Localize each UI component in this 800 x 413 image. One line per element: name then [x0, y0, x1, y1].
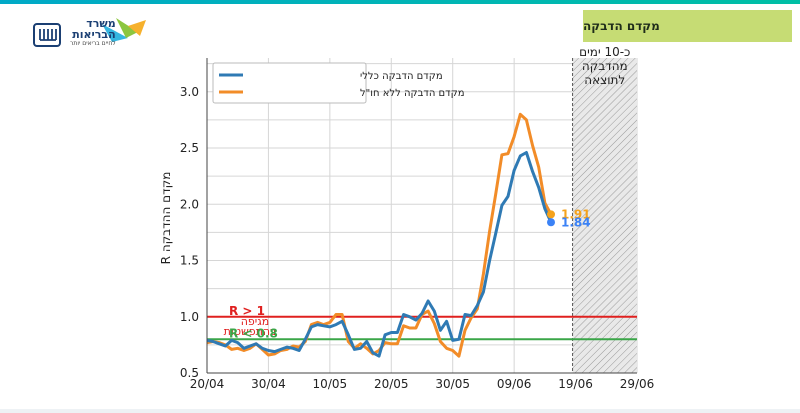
x-tick-label: 30/05 — [435, 377, 470, 391]
ministry-logo — [30, 14, 150, 54]
x-tick-label: 30/04 — [251, 377, 286, 391]
reference-line-sublabel: בהתפשטות — [224, 325, 277, 338]
series-endpoint — [547, 210, 555, 219]
logo-line-1: משרד — [86, 17, 116, 30]
bird-logo-icon — [102, 18, 146, 42]
reference-line-sublabel: מגיפה — [241, 315, 270, 328]
tick-labels: 20/04 30/04 10/05 20/05 30/05 09/06 19/06 29/06… — [180, 85, 654, 391]
y-axis-label: R מקדם ההדבקה — [159, 172, 173, 265]
y-tick-label: 3.0 — [180, 85, 199, 99]
y-tick-label: 1.0 — [180, 310, 199, 324]
logo-line-2: הבריאות — [72, 28, 116, 41]
bottom-rule — [0, 409, 800, 413]
endpoint-label: 1.84 — [561, 215, 591, 229]
series-line — [206, 151, 553, 358]
chart-annotations: 1.911.84 — [547, 207, 591, 229]
y-tick-label: 0.5 — [180, 366, 199, 380]
x-tick-label: 10/05 — [313, 377, 348, 391]
logo-text: משרד הבריאות לחיים בריאים יותר — [70, 18, 116, 47]
legend-label: מקדם הדבקה ללא חו"ל — [360, 88, 465, 99]
chart-legend: מקדם הדבקה כללי מקדם הדבקה ללא חו"ל — [212, 62, 465, 104]
shaded-region-hatch — [572, 58, 637, 373]
legend-label: מקדם הדבקה כללי — [360, 71, 443, 82]
y-tick-label: 2.5 — [180, 141, 199, 155]
reference-line-label: R < 0.8 — [229, 326, 278, 340]
x-tick-label: 20/05 — [374, 377, 409, 391]
shaded-region-label: מהדבקה — [582, 59, 628, 73]
series-line — [206, 112, 553, 358]
y-tick-label: 1.5 — [180, 254, 199, 268]
x-tick-label: 20/04 — [190, 377, 225, 391]
y-tick-label: 2.0 — [180, 197, 199, 211]
series-lines — [206, 112, 553, 358]
logo-tagline: לחיים בריאים יותר — [70, 40, 116, 47]
x-tick-label: 09/06 — [497, 377, 532, 391]
reference-line-label: R > 1 — [229, 304, 265, 318]
series-endpoint — [547, 218, 555, 227]
x-tick-label: 19/06 — [558, 377, 593, 391]
legend-box — [212, 62, 367, 104]
x-tick-label: 29/06 — [620, 377, 655, 391]
top-accent-bar — [0, 0, 800, 4]
shaded-region-label: לתוצאה — [584, 73, 625, 87]
shaded-region-label: כ-10 ימים — [579, 45, 630, 59]
endpoint-label: 1.91 — [561, 207, 591, 221]
slide-title: מקדם הדבקה — [583, 10, 792, 42]
menorah-emblem-icon — [33, 23, 61, 47]
chart-axes — [206, 58, 637, 374]
